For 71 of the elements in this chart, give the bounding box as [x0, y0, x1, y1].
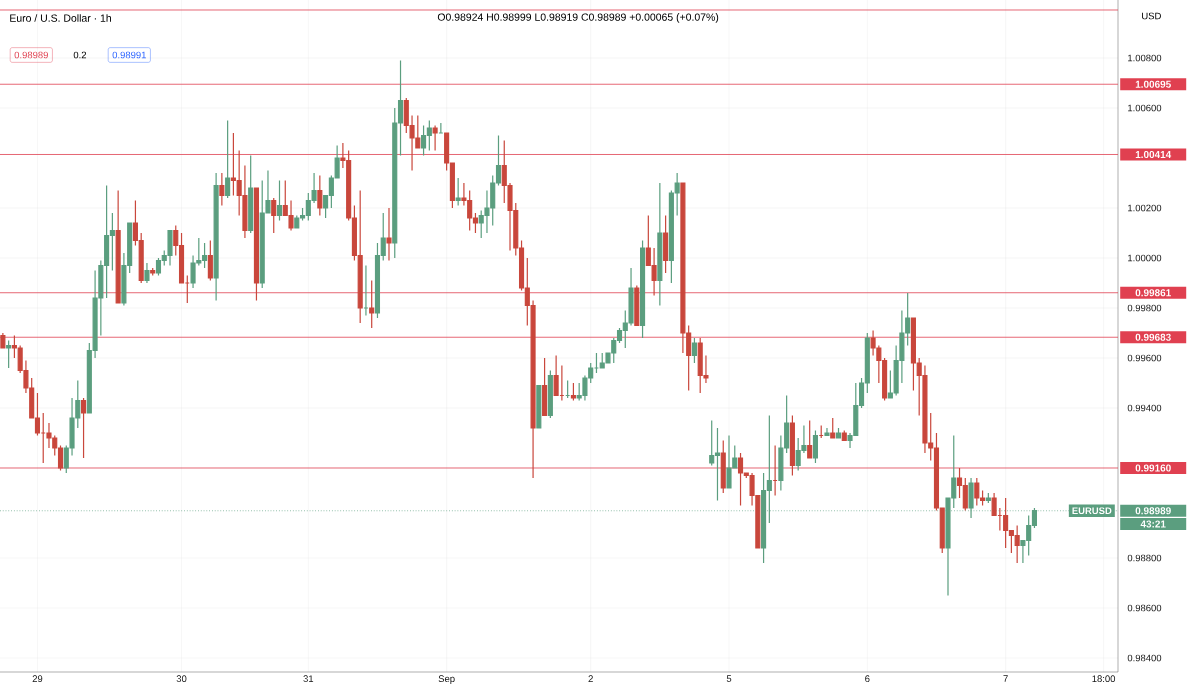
candlestick [253, 187, 260, 302]
ref-line-label: 1.00414 [1135, 150, 1172, 159]
candlestick [219, 172, 225, 207]
candlestick [663, 214, 669, 274]
candlestick [789, 414, 795, 477]
ref-line-label: 0.98989 [1135, 507, 1171, 515]
candlestick [824, 427, 830, 437]
candlestick [640, 239, 646, 339]
x-tick-label: 18:00 [1092, 675, 1116, 683]
y-tick-label: 0.98400 [1127, 654, 1162, 662]
x-tick-label: Sep [438, 675, 455, 684]
candlestick [772, 444, 778, 497]
y-axis-title: USD [1142, 12, 1161, 20]
text: Euro / U.S. Dollar · 1h [10, 14, 111, 22]
candlestick [81, 397, 87, 459]
ref-line-label: 0.99861 [1135, 289, 1171, 297]
candlestick [985, 492, 991, 504]
candlestick [150, 267, 156, 277]
candlestick [542, 357, 548, 417]
text: 43:21 [1140, 520, 1166, 528]
text: O0.98924 H0.98999 L0.98919 C0.98989 +0.00065 (+0.07%) [437, 13, 719, 23]
y-tick-label: 1.00000 [1128, 254, 1162, 262]
candlestick [369, 279, 375, 329]
y-tick-label: 0.99400 [1127, 404, 1162, 412]
candlestick [841, 429, 847, 442]
annotation: EURUSD [1072, 507, 1112, 515]
annotation: 0.2 [73, 51, 87, 59]
candlestick [207, 239, 213, 282]
y-tick-label: 1.00800 [1128, 54, 1162, 62]
x-tick-label: 30 [176, 675, 187, 683]
candlestick [830, 417, 836, 439]
candlestick [225, 119, 231, 199]
candlestick [115, 189, 121, 304]
candlestick [818, 424, 824, 439]
x-tick-label: 5 [726, 675, 732, 682]
y-tick-label: 0.99600 [1127, 354, 1162, 362]
candlestick [0, 332, 6, 349]
x-tick-label: 2 [588, 675, 593, 682]
candlestick [248, 154, 254, 234]
candlestick [691, 337, 697, 364]
y-tick-label: 0.98600 [1127, 604, 1162, 612]
y-tick-label: 0.98800 [1127, 554, 1162, 562]
y-tick-label: 1.00200 [1128, 204, 1162, 212]
candlestick [455, 177, 461, 207]
ref-line-label: 1.00695 [1135, 80, 1171, 88]
candlestick [565, 379, 571, 399]
candlestick [6, 339, 12, 369]
candlestick [807, 419, 813, 459]
candlestick [432, 124, 438, 152]
x-tick-label: 31 [303, 675, 314, 683]
candlestick [317, 174, 323, 217]
candlestick [720, 439, 726, 494]
candlestick [812, 429, 819, 464]
candlestick [276, 179, 283, 222]
candlestick [835, 427, 842, 439]
y-tick-label: 1.00600 [1128, 104, 1162, 112]
candlestick [271, 197, 277, 234]
x-tick-label: 7 [1003, 675, 1008, 682]
x-tick-label: 6 [865, 675, 870, 683]
candlestick [657, 182, 663, 307]
candlestick [363, 264, 369, 317]
candlestick [144, 262, 150, 284]
y-tick-label: 0.99800 [1127, 304, 1162, 312]
ref-line-label: 0.99683 [1135, 333, 1171, 341]
annotation: 0.98991 [112, 51, 146, 59]
annotation: 0.98989 [14, 51, 48, 59]
candlestick [570, 382, 576, 402]
candlestick [213, 172, 219, 302]
ref-line-label: 0.99160 [1135, 464, 1171, 472]
candlestick [386, 207, 392, 262]
x-tick-label: 29 [32, 675, 43, 683]
